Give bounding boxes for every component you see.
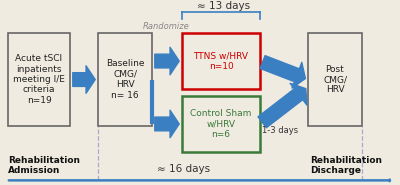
Text: 1-3 days: 1-3 days (262, 126, 298, 135)
Text: Post
CMG/
HRV: Post CMG/ HRV (323, 65, 347, 95)
FancyBboxPatch shape (182, 33, 260, 89)
Text: Rehabilitation
Discharge: Rehabilitation Discharge (310, 156, 382, 175)
FancyBboxPatch shape (182, 96, 260, 152)
Text: Rehabilitation
Admission: Rehabilitation Admission (8, 156, 80, 175)
Text: Randomize: Randomize (143, 22, 189, 31)
Text: Baseline
CMG/
HRV
n= 16: Baseline CMG/ HRV n= 16 (106, 59, 144, 100)
Text: ≈ 16 days: ≈ 16 days (158, 164, 210, 174)
FancyBboxPatch shape (98, 33, 152, 126)
Text: Acute tSCI
inpatients
meeting I/E
criteria
n=19: Acute tSCI inpatients meeting I/E criter… (13, 54, 65, 105)
Text: TTNS w/HRV
n=10: TTNS w/HRV n=10 (194, 51, 248, 71)
Text: ≈ 13 days: ≈ 13 days (198, 1, 250, 11)
FancyBboxPatch shape (8, 33, 70, 126)
Text: Control Sham
w/HRV
n=6: Control Sham w/HRV n=6 (190, 109, 252, 139)
FancyBboxPatch shape (308, 33, 362, 126)
